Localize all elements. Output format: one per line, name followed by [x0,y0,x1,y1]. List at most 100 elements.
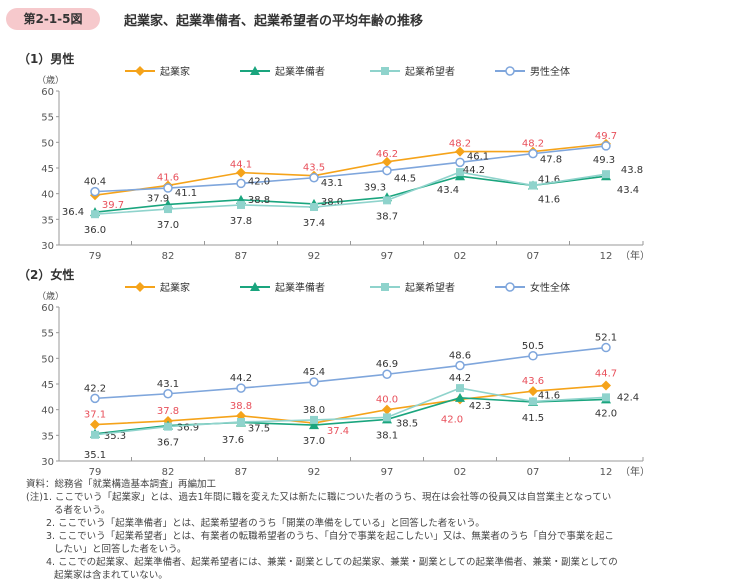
data-point [310,203,318,212]
data-point [601,380,611,391]
data-point [602,393,610,402]
data-point [236,178,246,189]
data-label: 44.2 [463,165,485,176]
x-tick-label: 07 [527,467,540,478]
note-3: 3. ここでいう「起業希望者」とは、有業者の転職希望者のうち、「自分で事業を起こ… [46,531,614,542]
data-label: 41.6 [157,172,179,183]
y-tick-label: 30 [41,241,54,252]
x-axis-label: （年） [620,465,650,478]
legend-diamond-marker [135,282,145,292]
source-note: 資料：総務省「就業構造基本調査」再編加工 [26,479,217,490]
series-line [94,387,607,436]
data-point [529,181,537,190]
data-label: 43.4 [617,185,639,196]
data-label: 47.8 [540,155,562,166]
series-3: 40.4 41.1 42.0 43.1 44.5 46.1 47.8 49.3 [84,141,615,199]
legend-label: 起業準備者 [275,65,325,78]
data-label: 37.0 [157,220,179,231]
data-label: 37.8 [157,406,179,417]
data-point [91,210,99,219]
data-label: 37.9 [147,193,169,204]
series-2: 36.0 37.0 37.8 37.4 38.7 44.2 41.6 43.8 [84,165,643,236]
data-point [456,384,464,393]
data-label: 44.2 [449,373,471,384]
data-label: 38.8 [248,195,270,206]
x-axis-label: （年） [620,249,650,262]
data-point [163,183,173,193]
data-label: 42.4 [617,392,639,403]
note-4-cont: 起業家は含まれていない。 [54,570,168,581]
data-point [309,420,319,430]
data-point [601,342,611,353]
data-point [601,141,611,151]
x-tick-label: 87 [235,467,248,478]
data-label: 37.4 [303,218,325,229]
y-tick-label: 30 [41,457,54,468]
x-tick-label: 79 [89,251,102,262]
figure-number-badge: 第2-1-5図 [6,8,100,30]
chart-male: 30 35 40 45 50 55 60 79 82 87 92 97 02 07 12 （年） （歳） 起業家 起… [37,65,650,262]
data-label: 36.4 [62,207,84,218]
x-tick-label: 79 [89,467,102,478]
y-tick-label: 60 [41,87,54,98]
data-label: 38.0 [303,405,325,416]
data-label: 44.5 [394,174,416,185]
note-4: 4. ここでの起業家、起業準備者、起業希望者には、兼業・副業としての起業家、兼業… [46,557,618,568]
data-label: 38.7 [376,211,398,222]
y-tick-label: 55 [41,113,54,124]
data-point [383,196,391,205]
data-point [163,389,173,399]
data-label: 37.1 [84,410,106,421]
x-tick-label: 82 [162,467,175,478]
data-label: 43.1 [157,379,179,390]
x-tick-label: 02 [454,251,467,262]
data-label: 41.1 [175,188,197,199]
data-label: 48.2 [522,139,544,150]
data-label: 43.8 [621,165,643,176]
legend-label: 女性全体 [530,281,570,294]
series-line [94,384,607,426]
data-label: 42.2 [84,383,106,394]
y-tick-label: 50 [41,354,54,365]
data-point [237,417,245,426]
data-label: 49.7 [595,131,617,142]
data-label: 37.4 [327,426,349,437]
legend-label: 起業家 [160,65,190,78]
data-point [382,369,392,379]
data-label: 36.7 [157,438,179,449]
data-label: 35.3 [104,431,126,442]
data-label: 48.2 [449,139,471,150]
legend-square-marker [381,67,389,75]
x-tick-label: 92 [308,251,321,262]
data-label: 37.8 [230,216,252,227]
series-line [94,171,607,215]
legend-triangle-marker [250,282,260,291]
data-label: 44.1 [230,160,252,171]
legend-square-marker [381,283,389,291]
y-axis-label: （歳） [37,74,64,86]
data-label: 37.0 [303,436,325,447]
data-point [236,383,246,393]
data-point [309,173,319,183]
data-point [91,430,99,439]
data-label: 43.1 [321,178,343,189]
data-label: 49.3 [593,155,615,166]
data-label: 42.3 [469,401,491,412]
y-axis-label: （歳） [37,290,64,302]
data-label: 36.9 [177,423,199,434]
data-point [602,170,610,179]
data-label: 44.7 [595,369,617,380]
data-point [237,200,245,209]
note-1: (注)1. ここでいう「起業家」とは、過去1年間に職を変えた又は新たに職についた… [26,492,612,503]
series-line [94,145,607,193]
legend-circle-marker [505,282,515,292]
data-point [310,415,318,424]
chart-title-male: （1）男性 [18,52,75,66]
x-tick-label: 07 [527,251,540,262]
legend-label: 起業準備者 [275,281,325,294]
y-tick-label: 45 [41,164,54,175]
data-point [164,205,172,214]
data-point [529,397,537,406]
y-tick-label: 40 [41,406,54,417]
data-point [528,148,538,159]
